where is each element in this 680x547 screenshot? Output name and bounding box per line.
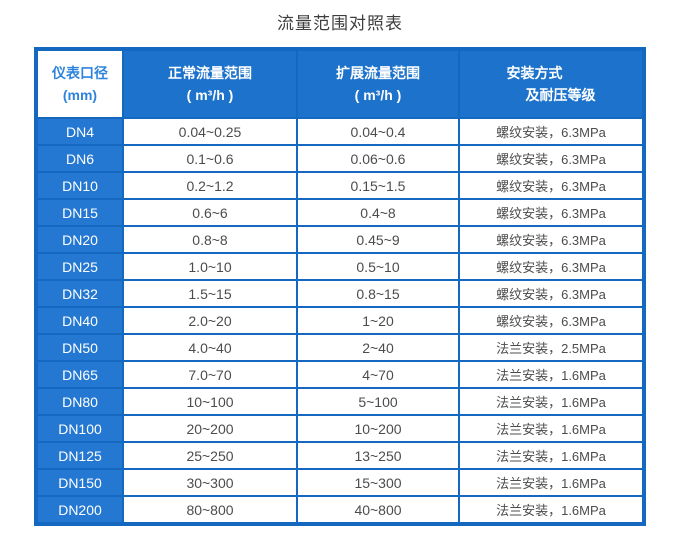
install-cell: 螺纹安装，6.3MPa xyxy=(460,281,642,306)
normal-range-cell: 80~800 xyxy=(124,497,296,522)
header-meter-diameter: 仪表口径 (mm) xyxy=(38,51,122,117)
table-body: DN4 0.04~0.25 0.04~0.4 螺纹安装，6.3MPa DN6 0.1~0.… xyxy=(38,119,642,522)
normal-range-cell: 0.6~6 xyxy=(124,200,296,225)
dn-cell: DN6 xyxy=(38,146,122,171)
extended-range-cell: 0.04~0.4 xyxy=(298,119,458,144)
normal-range-cell: 1.0~10 xyxy=(124,254,296,279)
extended-range-cell: 5~100 xyxy=(298,389,458,414)
dn-cell: DN15 xyxy=(38,200,122,225)
table-row: DN200 80~800 40~800 法兰安装，1.6MPa xyxy=(38,497,642,522)
install-cell: 螺纹安装，6.3MPa xyxy=(460,146,642,171)
dn-cell: DN150 xyxy=(38,470,122,495)
table-row: DN20 0.8~8 0.45~9 螺纹安装，6.3MPa xyxy=(38,227,642,252)
install-cell: 法兰安装，1.6MPa xyxy=(460,470,642,495)
header-install-method: 安装方式 及耐压等级 xyxy=(460,51,642,117)
extended-range-cell: 4~70 xyxy=(298,362,458,387)
dn-cell: DN32 xyxy=(38,281,122,306)
normal-range-cell: 0.04~0.25 xyxy=(124,119,296,144)
extended-range-cell: 10~200 xyxy=(298,416,458,441)
install-cell: 法兰安装，2.5MPa xyxy=(460,335,642,360)
install-cell: 螺纹安装，6.3MPa xyxy=(460,173,642,198)
extended-range-cell: 15~300 xyxy=(298,470,458,495)
header-normal-range: 正常流量范围 ( m³/h ) xyxy=(124,51,296,117)
dn-cell: DN40 xyxy=(38,308,122,333)
extended-range-cell: 0.8~15 xyxy=(298,281,458,306)
normal-range-cell: 0.1~0.6 xyxy=(124,146,296,171)
header-extended-range-line2: ( m³/h ) xyxy=(354,87,402,103)
header-meter-diameter-line2: (mm) xyxy=(62,87,98,103)
normal-range-cell: 25~250 xyxy=(124,443,296,468)
install-cell: 螺纹安装，6.3MPa xyxy=(460,254,642,279)
dn-cell: DN65 xyxy=(38,362,122,387)
flow-range-table: 仪表口径 (mm) 正常流量范围 ( m³/h ) 扩展流量范围 ( m³/h … xyxy=(34,47,646,526)
table-row: DN80 10~100 5~100 法兰安装，1.6MPa xyxy=(38,389,642,414)
header-install-method-line2: 及耐压等级 xyxy=(525,87,596,103)
table-row: DN15 0.6~6 0.4~8 螺纹安装，6.3MPa xyxy=(38,200,642,225)
extended-range-cell: 2~40 xyxy=(298,335,458,360)
normal-range-cell: 0.8~8 xyxy=(124,227,296,252)
dn-cell: DN4 xyxy=(38,119,122,144)
install-cell: 法兰安装，1.6MPa xyxy=(460,443,642,468)
table-row: DN50 4.0~40 2~40 法兰安装，2.5MPa xyxy=(38,335,642,360)
normal-range-cell: 2.0~20 xyxy=(124,308,296,333)
normal-range-cell: 1.5~15 xyxy=(124,281,296,306)
install-cell: 法兰安装，1.6MPa xyxy=(460,362,642,387)
install-cell: 螺纹安装，6.3MPa xyxy=(460,200,642,225)
dn-cell: DN20 xyxy=(38,227,122,252)
table-row: DN65 7.0~70 4~70 法兰安装，1.6MPa xyxy=(38,362,642,387)
table-row: DN4 0.04~0.25 0.04~0.4 螺纹安装，6.3MPa xyxy=(38,119,642,144)
table-row: DN40 2.0~20 1~20 螺纹安装，6.3MPa xyxy=(38,308,642,333)
install-cell: 法兰安装，1.6MPa xyxy=(460,389,642,414)
table-row: DN100 20~200 10~200 法兰安装，1.6MPa xyxy=(38,416,642,441)
dn-cell: DN80 xyxy=(38,389,122,414)
install-cell: 法兰安装，1.6MPa xyxy=(460,416,642,441)
dn-cell: DN200 xyxy=(38,497,122,522)
header-normal-range-line1: 正常流量范围 xyxy=(168,65,252,81)
extended-range-cell: 0.15~1.5 xyxy=(298,173,458,198)
extended-range-cell: 0.4~8 xyxy=(298,200,458,225)
page-title: 流量范围对照表 xyxy=(277,14,403,33)
header-install-method-line1: 安装方式 xyxy=(506,65,563,81)
extended-range-cell: 40~800 xyxy=(298,497,458,522)
install-cell: 螺纹安装，6.3MPa xyxy=(460,119,642,144)
table-row: DN25 1.0~10 0.5~10 螺纹安装，6.3MPa xyxy=(38,254,642,279)
normal-range-cell: 20~200 xyxy=(124,416,296,441)
table-row: DN125 25~250 13~250 法兰安装，1.6MPa xyxy=(38,443,642,468)
dn-cell: DN125 xyxy=(38,443,122,468)
install-cell: 法兰安装，1.6MPa xyxy=(460,497,642,522)
extended-range-cell: 0.5~10 xyxy=(298,254,458,279)
header-extended-range: 扩展流量范围 ( m³/h ) xyxy=(298,51,458,117)
dn-cell: DN25 xyxy=(38,254,122,279)
dn-cell: DN10 xyxy=(38,173,122,198)
header-meter-diameter-line1: 仪表口径 xyxy=(52,65,108,81)
normal-range-cell: 7.0~70 xyxy=(124,362,296,387)
table-row: DN6 0.1~0.6 0.06~0.6 螺纹安装，6.3MPa xyxy=(38,146,642,171)
normal-range-cell: 4.0~40 xyxy=(124,335,296,360)
extended-range-cell: 0.06~0.6 xyxy=(298,146,458,171)
header-normal-range-line2: ( m³/h ) xyxy=(186,87,234,103)
normal-range-cell: 30~300 xyxy=(124,470,296,495)
extended-range-cell: 13~250 xyxy=(298,443,458,468)
header-install-method-block: 安装方式 及耐压等级 xyxy=(507,62,596,106)
extended-range-cell: 1~20 xyxy=(298,308,458,333)
install-cell: 螺纹安装，6.3MPa xyxy=(460,308,642,333)
normal-range-cell: 0.2~1.2 xyxy=(124,173,296,198)
table-row: DN150 30~300 15~300 法兰安装，1.6MPa xyxy=(38,470,642,495)
dn-cell: DN50 xyxy=(38,335,122,360)
header-extended-range-line1: 扩展流量范围 xyxy=(336,65,420,81)
normal-range-cell: 10~100 xyxy=(124,389,296,414)
header-row: 仪表口径 (mm) 正常流量范围 ( m³/h ) 扩展流量范围 ( m³/h … xyxy=(38,51,642,117)
extended-range-cell: 0.45~9 xyxy=(298,227,458,252)
install-cell: 螺纹安装，6.3MPa xyxy=(460,227,642,252)
table-row: DN32 1.5~15 0.8~15 螺纹安装，6.3MPa xyxy=(38,281,642,306)
dn-cell: DN100 xyxy=(38,416,122,441)
table-row: DN10 0.2~1.2 0.15~1.5 螺纹安装，6.3MPa xyxy=(38,173,642,198)
